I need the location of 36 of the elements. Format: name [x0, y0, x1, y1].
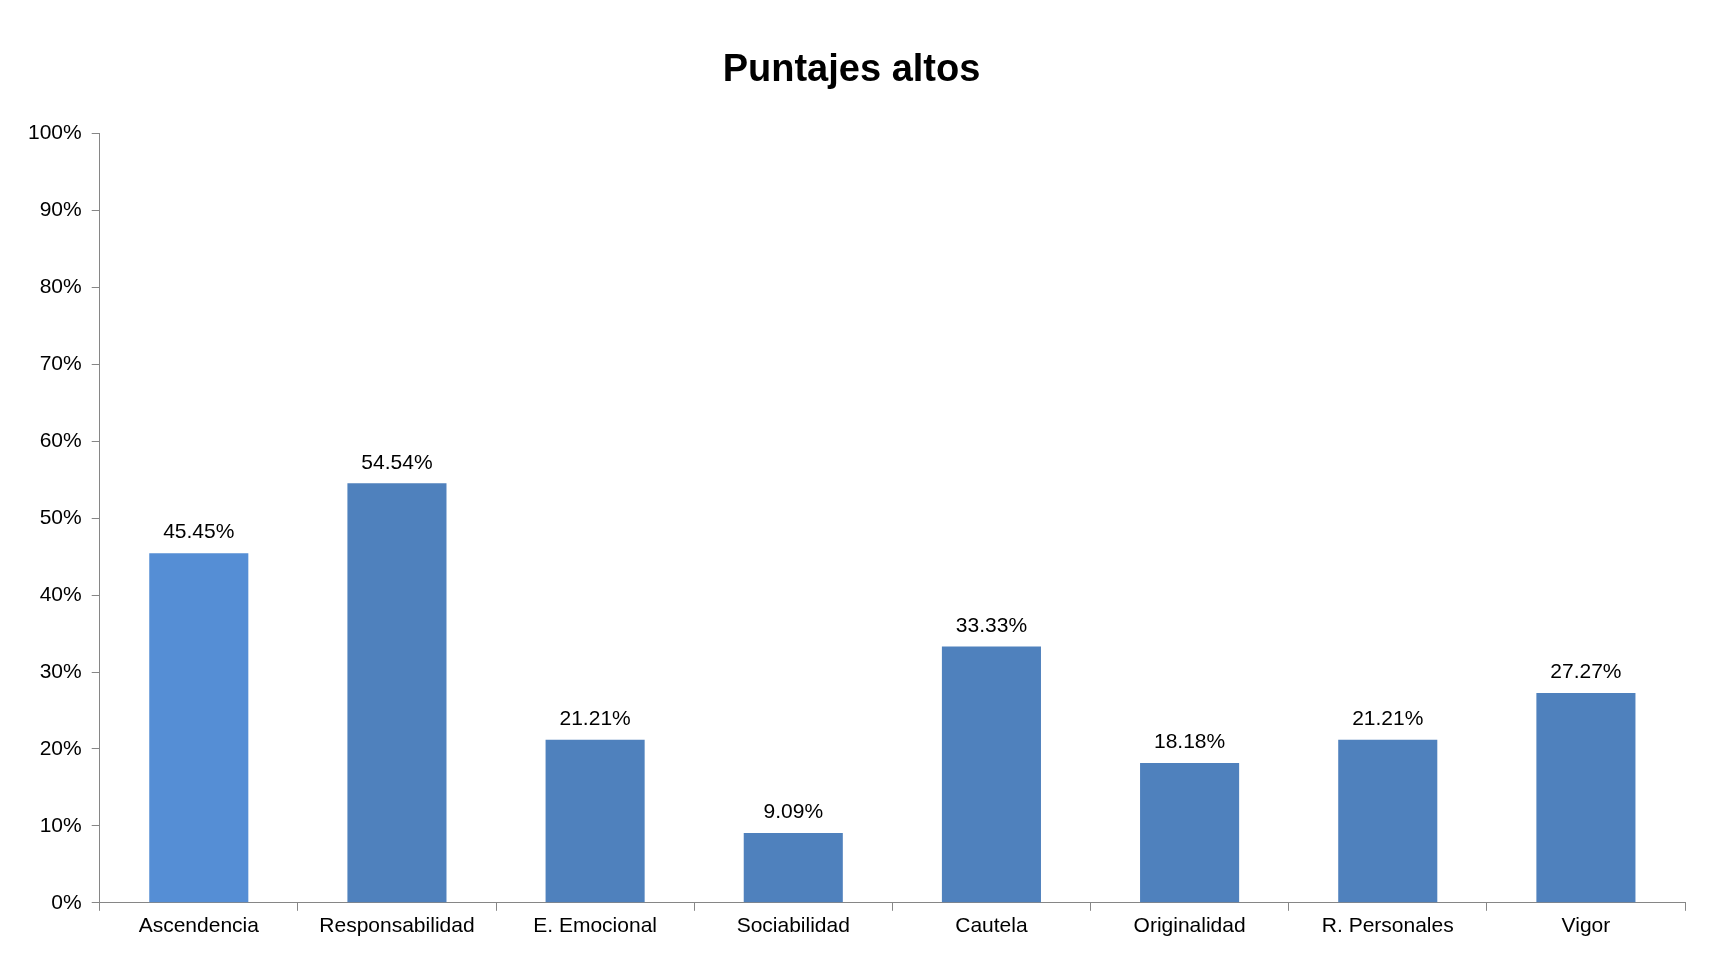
bar — [1536, 693, 1636, 903]
y-tick-label: 50% — [39, 505, 82, 528]
chart-title: Puntajes altos — [722, 47, 981, 90]
x-tick-label: Responsabilidad — [319, 913, 475, 937]
y-tick-label: 20% — [39, 735, 82, 759]
data-label: 21.21% — [559, 705, 631, 729]
x-tick-label: Cautela — [955, 913, 1028, 937]
y-tick-label: 10% — [39, 812, 82, 836]
y-tick-label: 80% — [39, 274, 82, 298]
bar — [1338, 739, 1438, 903]
bar — [743, 832, 843, 903]
x-tick-label: Originalidad — [1133, 913, 1246, 937]
bar — [347, 483, 447, 903]
y-tick-label: 70% — [39, 351, 82, 375]
bar — [149, 553, 249, 903]
y-tick-label: 60% — [39, 428, 82, 452]
x-tick-label: Vigor — [1561, 913, 1611, 937]
data-label: 27.27% — [1550, 659, 1622, 683]
x-tick-label: R. Personales — [1321, 913, 1454, 937]
y-tick-label: 90% — [39, 197, 82, 221]
data-label: 45.45% — [163, 519, 235, 543]
y-tick-label: 0% — [51, 889, 82, 913]
data-label: 9.09% — [763, 799, 824, 823]
y-tick-label: 40% — [39, 581, 82, 605]
data-label: 54.54% — [361, 449, 433, 473]
data-label: 21.21% — [1352, 705, 1424, 729]
bar — [1140, 762, 1240, 903]
x-tick-label: Ascendencia — [138, 913, 260, 937]
bar — [941, 646, 1041, 903]
x-tick-label: Sociabilidad — [736, 913, 850, 937]
x-tick-label: E. Emocional — [533, 913, 657, 937]
bar — [545, 739, 645, 903]
y-tick-label: 100% — [27, 120, 82, 144]
data-label: 18.18% — [1153, 729, 1226, 753]
data-label: 33.33% — [955, 612, 1028, 636]
y-tick-label: 30% — [39, 658, 82, 682]
